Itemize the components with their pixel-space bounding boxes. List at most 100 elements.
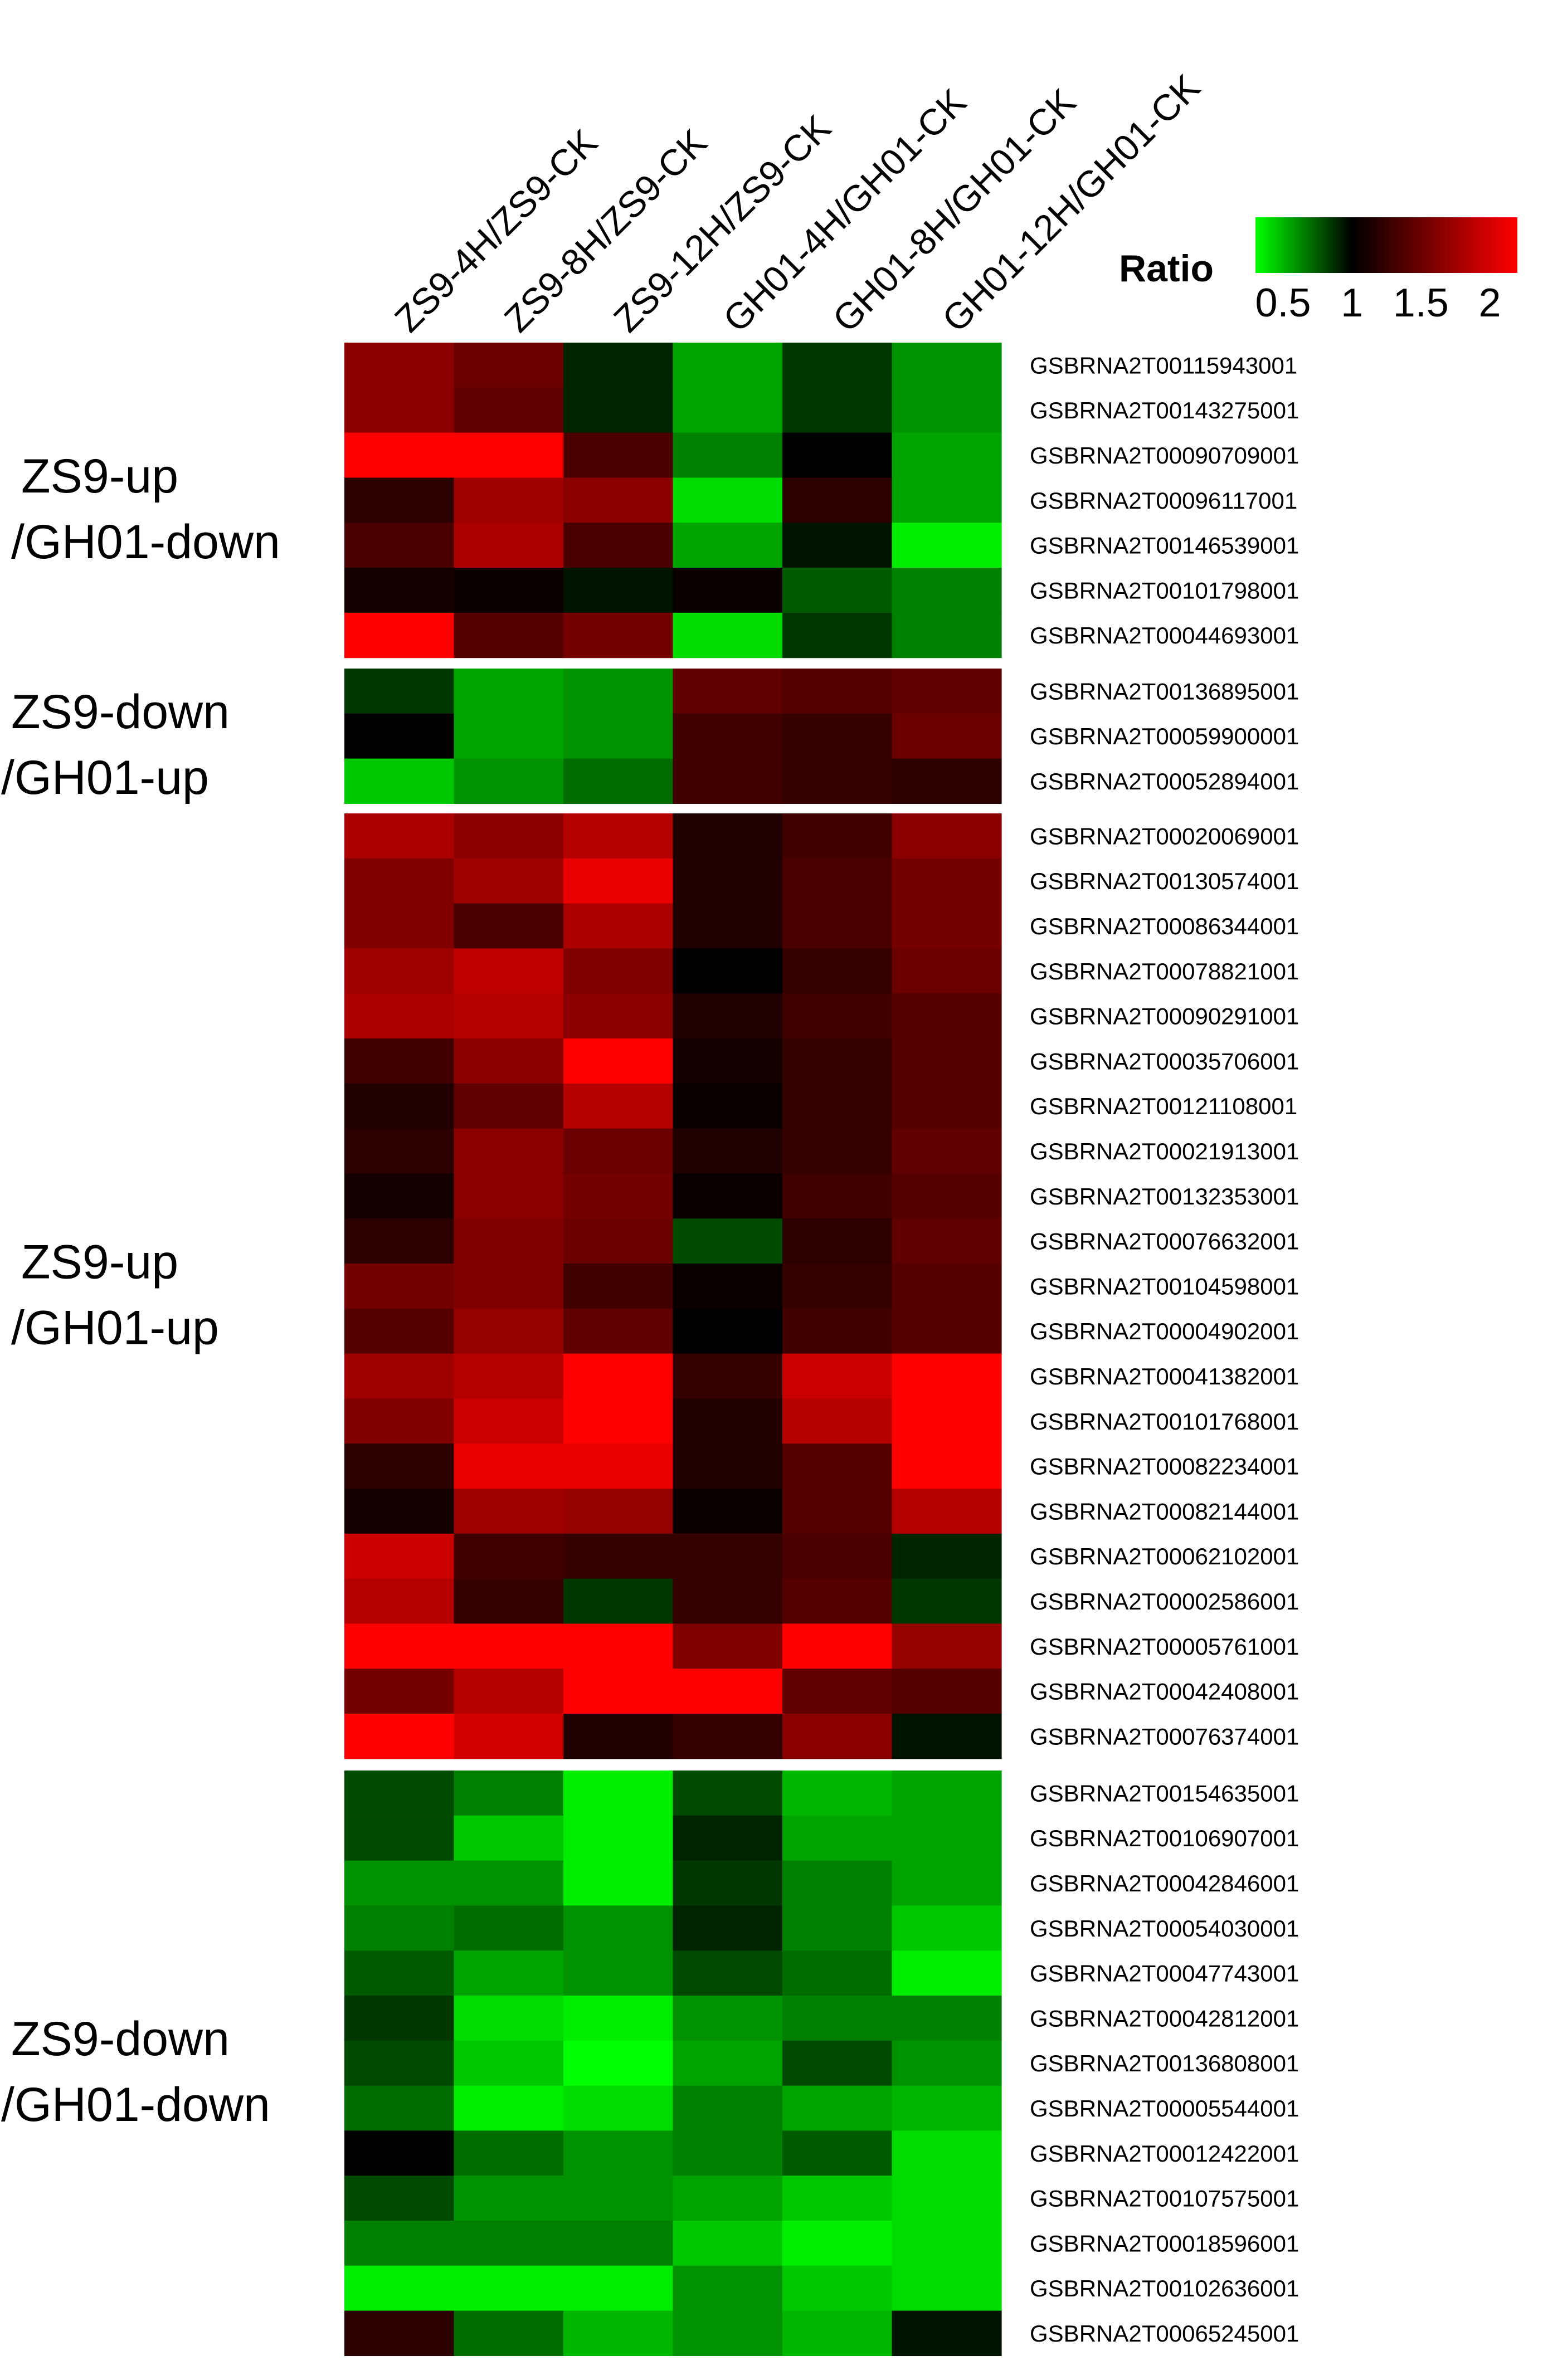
gene-label: GSBRNA2T00082234001 bbox=[1030, 1454, 1299, 1480]
heatmap-cell bbox=[344, 903, 455, 949]
heatmap-cell bbox=[782, 1815, 893, 1861]
heatmap-cell bbox=[673, 903, 783, 949]
heatmap-cell bbox=[782, 1905, 893, 1951]
heatmap-cell bbox=[673, 813, 783, 859]
heatmap-cell bbox=[782, 1308, 893, 1354]
heatmap-cell bbox=[344, 948, 455, 994]
heatmap-cell bbox=[454, 568, 564, 613]
heatmap-cell bbox=[454, 1533, 564, 1579]
heatmap-cell bbox=[673, 1815, 783, 1861]
heatmap-cell bbox=[673, 713, 783, 759]
heatmap-cell bbox=[344, 758, 455, 804]
gene-label: GSBRNA2T00143275001 bbox=[1030, 397, 1299, 423]
heatmap-cell bbox=[892, 1815, 1002, 1861]
heatmap-cell bbox=[344, 1173, 455, 1219]
gene-label: GSBRNA2T00076374001 bbox=[1030, 1723, 1299, 1749]
heatmap-cell bbox=[454, 903, 564, 949]
heatmap-cell bbox=[563, 1996, 674, 2041]
heatmap-cell bbox=[673, 1128, 783, 1174]
heatmap-cell bbox=[563, 1815, 674, 1861]
heatmap-cell bbox=[673, 758, 783, 804]
gene-label: GSBRNA2T00004902001 bbox=[1030, 1318, 1299, 1344]
heatmap-cell bbox=[454, 758, 564, 804]
heatmap-cell bbox=[673, 1173, 783, 1219]
gene-label: GSBRNA2T00042408001 bbox=[1030, 1679, 1299, 1705]
heatmap-cell bbox=[454, 1996, 564, 2041]
heatmap-cell bbox=[782, 903, 893, 949]
heatmap-cell bbox=[454, 1128, 564, 1174]
heatmap-cell bbox=[782, 813, 893, 859]
heatmap-cell bbox=[454, 343, 564, 388]
heatmap-cell bbox=[673, 477, 783, 523]
heatmap-cell bbox=[563, 1264, 674, 1309]
gene-label: GSBRNA2T00104598001 bbox=[1030, 1273, 1299, 1299]
gene-label: GSBRNA2T00096117001 bbox=[1030, 487, 1297, 514]
gene-label: GSBRNA2T00078821001 bbox=[1030, 958, 1299, 984]
heatmap-cell bbox=[344, 2221, 455, 2266]
heatmap-cell bbox=[563, 523, 674, 568]
row-labels: GSBRNA2T00115943001 GSBRNA2T00143275001 GS… bbox=[1030, 352, 1299, 2347]
heatmap-cell bbox=[782, 2130, 893, 2176]
heatmap-cell bbox=[782, 2221, 893, 2266]
heatmap-cell bbox=[344, 2085, 455, 2131]
heatmap-cell bbox=[892, 1353, 1002, 1399]
heatmap-cell bbox=[344, 343, 455, 388]
heatmap-cell bbox=[892, 1398, 1002, 1444]
heatmap-cell bbox=[344, 1264, 455, 1309]
heatmap-cell bbox=[892, 1173, 1002, 1219]
heatmap-cell bbox=[563, 2310, 674, 2356]
heatmap-cell bbox=[673, 1264, 783, 1309]
heatmap-cell bbox=[673, 1950, 783, 1996]
heatmap-cell bbox=[454, 1815, 564, 1861]
heatmap-cell bbox=[673, 568, 783, 613]
heatmap-cell bbox=[892, 1083, 1002, 1129]
heatmap-cell bbox=[344, 387, 455, 433]
heatmap-cell bbox=[892, 1623, 1002, 1669]
heatmap-cell bbox=[344, 2176, 455, 2221]
heatmap-cell bbox=[673, 2085, 783, 2131]
heatmap-cell bbox=[892, 2130, 1002, 2176]
heatmap-cell bbox=[673, 387, 783, 433]
heatmap-cell bbox=[563, 1218, 674, 1264]
heatmap-cell bbox=[782, 1353, 893, 1399]
heatmap-cell bbox=[782, 669, 893, 714]
heatmap-cell bbox=[892, 1533, 1002, 1579]
gene-label: GSBRNA2T00121108001 bbox=[1030, 1093, 1297, 1119]
heatmap-cell bbox=[454, 1218, 564, 1264]
heatmap-cell bbox=[454, 1623, 564, 1669]
heatmap-cell bbox=[782, 1669, 893, 1714]
group-label: ZS9-down/GH01-up bbox=[1, 685, 230, 804]
heatmap-cell bbox=[782, 523, 893, 568]
column-label: ZS9-8H/ZS9-CK bbox=[496, 121, 714, 340]
heatmap-cell bbox=[563, 1578, 674, 1624]
heatmap-cell bbox=[563, 1669, 674, 1714]
heatmap-cell bbox=[563, 432, 674, 478]
heatmap-cell bbox=[782, 713, 893, 759]
heatmap-cell bbox=[673, 1996, 783, 2041]
heatmap-cell bbox=[892, 858, 1002, 904]
heatmap-cell bbox=[782, 948, 893, 994]
heatmap-cell bbox=[454, 813, 564, 859]
heatmap-cell bbox=[454, 1950, 564, 1996]
heatmap-cell bbox=[782, 1218, 893, 1264]
heatmap-cell bbox=[563, 1533, 674, 1579]
heatmap-cell bbox=[344, 813, 455, 859]
group-label: ZS9-down/GH01-down bbox=[1, 2012, 270, 2132]
heatmap-cell bbox=[563, 1443, 674, 1489]
heatmap-cell bbox=[892, 432, 1002, 478]
heatmap-cell bbox=[673, 858, 783, 904]
gene-label: GSBRNA2T00047743001 bbox=[1030, 1960, 1299, 1987]
heatmap-cell bbox=[892, 2265, 1002, 2311]
heatmap-cell bbox=[782, 1173, 893, 1219]
gene-label: GSBRNA2T00005544001 bbox=[1030, 2095, 1299, 2121]
gene-label: GSBRNA2T00115943001 bbox=[1030, 352, 1297, 378]
gene-label: GSBRNA2T00052894001 bbox=[1030, 768, 1299, 794]
heatmap-cell bbox=[454, 1264, 564, 1309]
heatmap-cell bbox=[563, 2176, 674, 2221]
legend-tick-label: 1.5 bbox=[1393, 281, 1449, 325]
gene-label: GSBRNA2T00101798001 bbox=[1030, 577, 1299, 603]
gene-label: GSBRNA2T00021913001 bbox=[1030, 1138, 1299, 1164]
heatmap-cell bbox=[892, 1905, 1002, 1951]
heatmap-cell bbox=[782, 758, 893, 804]
